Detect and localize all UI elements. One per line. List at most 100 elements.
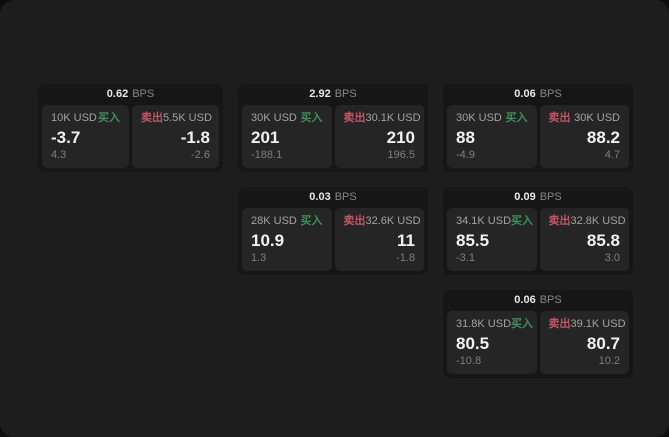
sell-panel[interactable]: 卖出 30K USD 88.2 4.7 [539, 105, 629, 168]
sell-amount: 5.5K USD [163, 112, 212, 124]
quote-card: 0.03 BPS 28K USD 买入 10.9 1.3 卖出 32.6K US… [238, 187, 428, 275]
buy-side-label: 买入 [98, 112, 120, 124]
buy-price: 85.5 [456, 230, 490, 250]
sell-price: 85.8 [586, 230, 620, 250]
sell-side-label: 卖出 [343, 112, 366, 124]
bps-unit: BPS [539, 294, 562, 306]
sell-price: 88.2 [586, 127, 620, 147]
bps-header: 2.92 BPS [242, 84, 424, 105]
buy-side-label: 买入 [300, 215, 323, 227]
sell-price: 210 [386, 127, 415, 147]
bps-unit: BPS [539, 88, 562, 100]
sell-amount: 30K USD [574, 112, 620, 124]
quote-grid: 0.62 BPS 10K USD 买入 -3.7 4.3 卖出 5.5K USD [38, 84, 633, 378]
bps-unit: BPS [334, 88, 357, 100]
sell-side-label: 卖出 [548, 318, 571, 330]
buy-panel-top: 28K USD 买入 [251, 216, 323, 227]
sell-sub-value: -2.6 [191, 149, 210, 161]
buy-panel-top: 34.1K USD 买入 [456, 216, 533, 227]
sell-side-label: 卖出 [141, 112, 163, 124]
quote-card: 0.06 BPS 30K USD 买入 88 -4.9 卖出 30K USD [443, 84, 633, 172]
sell-amount: 32.8K USD [570, 215, 626, 227]
quote-card: 0.09 BPS 34.1K USD 买入 85.5 -3.1 卖出 32.8K… [443, 187, 633, 275]
buy-price: 80.5 [456, 333, 490, 353]
quote-panels: 30K USD 买入 201 -188.1 卖出 30.1K USD 210 1… [242, 105, 424, 168]
buy-panel[interactable]: 30K USD 买入 88 -4.9 [447, 105, 537, 168]
sell-panel-top: 卖出 32.6K USD [343, 215, 421, 227]
buy-price: 10.9 [251, 230, 285, 250]
sell-amount: 39.1K USD [570, 318, 626, 330]
bps-header: 0.09 BPS [447, 187, 629, 208]
quote-panels: 10K USD 买入 -3.7 4.3 卖出 5.5K USD -1.8 -2.… [42, 105, 219, 168]
quote-panels: 28K USD 买入 10.9 1.3 卖出 32.6K USD 11 -1.8 [242, 208, 424, 271]
buy-panel-top: 30K USD 买入 [251, 113, 323, 124]
bps-header: 0.62 BPS [42, 84, 219, 105]
sell-panel[interactable]: 卖出 32.6K USD 11 -1.8 [334, 208, 424, 271]
sell-side-label: 卖出 [343, 215, 366, 227]
sell-price: 80.7 [586, 333, 620, 353]
bps-unit: BPS [334, 191, 357, 203]
sell-side-label: 卖出 [548, 112, 571, 124]
quote-card: 2.92 BPS 30K USD 买入 201 -188.1 卖出 30.1K … [238, 84, 428, 172]
buy-price: 88 [456, 127, 475, 147]
buy-panel[interactable]: 28K USD 买入 10.9 1.3 [242, 208, 332, 271]
buy-side-label: 买入 [511, 318, 534, 330]
buy-sub-value: 4.3 [51, 149, 67, 161]
buy-price: 201 [251, 127, 280, 147]
quote-panels: 30K USD 买入 88 -4.9 卖出 30K USD 88.2 4.7 [447, 105, 629, 168]
buy-panel[interactable]: 34.1K USD 买入 85.5 -3.1 [447, 208, 537, 271]
bps-value: 0.06 [514, 88, 536, 100]
bps-value: 0.09 [514, 191, 536, 203]
sell-panel[interactable]: 卖出 39.1K USD 80.7 10.2 [539, 311, 629, 374]
bps-value: 2.92 [309, 88, 331, 100]
buy-sub-value: -4.9 [456, 149, 475, 161]
buy-panel-top: 30K USD 买入 [456, 113, 528, 124]
buy-amount: 10K USD [51, 112, 97, 124]
sell-panel[interactable]: 卖出 32.8K USD 85.8 3.0 [539, 208, 629, 271]
buy-amount: 28K USD [251, 215, 297, 227]
buy-side-label: 买入 [300, 112, 323, 124]
sell-panel-top: 卖出 39.1K USD [548, 318, 626, 330]
buy-panel[interactable]: 10K USD 买入 -3.7 4.3 [42, 105, 129, 168]
buy-amount: 31.8K USD [456, 318, 512, 330]
sell-sub-value: 196.5 [387, 149, 415, 161]
buy-amount: 30K USD [456, 112, 502, 124]
buy-price: -3.7 [51, 127, 81, 147]
buy-panel-top: 31.8K USD 买入 [456, 318, 533, 330]
sell-side-label: 卖出 [548, 215, 571, 227]
sell-panel[interactable]: 卖出 5.5K USD -1.8 -2.6 [132, 105, 219, 168]
buy-amount: 30K USD [251, 112, 297, 124]
sell-panel[interactable]: 卖出 30.1K USD 210 196.5 [334, 105, 424, 168]
buy-side-label: 买入 [511, 215, 534, 227]
sell-amount: 32.6K USD [365, 215, 421, 227]
sell-panel-top: 卖出 30.1K USD [343, 112, 421, 124]
bps-unit: BPS [132, 88, 155, 100]
bps-header: 0.03 BPS [242, 187, 424, 208]
sell-panel-top: 卖出 32.8K USD [548, 215, 626, 227]
sell-sub-value: 10.2 [598, 355, 620, 367]
sell-sub-value: 4.7 [604, 149, 620, 161]
bps-header: 0.06 BPS [447, 290, 629, 311]
buy-sub-value: -188.1 [251, 149, 283, 161]
buy-panel[interactable]: 30K USD 买入 201 -188.1 [242, 105, 332, 168]
quote-panels: 31.8K USD 买入 80.5 -10.8 卖出 39.1K USD 80.… [447, 311, 629, 374]
sell-sub-value: -1.8 [396, 252, 415, 264]
sell-panel-top: 卖出 30K USD [549, 113, 621, 124]
bps-header: 0.06 BPS [447, 84, 629, 105]
buy-sub-value: 1.3 [251, 252, 267, 264]
buy-side-label: 买入 [505, 112, 528, 124]
buy-panel[interactable]: 31.8K USD 买入 80.5 -10.8 [447, 311, 537, 374]
sell-panel-top: 卖出 5.5K USD [141, 112, 212, 124]
buy-panel-top: 10K USD 买入 [51, 113, 120, 124]
sell-amount: 30.1K USD [365, 112, 421, 124]
sell-price: 11 [397, 230, 415, 250]
quote-panels: 34.1K USD 买入 85.5 -3.1 卖出 32.8K USD 85.8… [447, 208, 629, 271]
bps-unit: BPS [539, 191, 562, 203]
bps-value: 0.03 [309, 191, 331, 203]
bps-value: 0.06 [514, 294, 536, 306]
sell-sub-value: 3.0 [604, 252, 620, 264]
quote-card: 0.62 BPS 10K USD 买入 -3.7 4.3 卖出 5.5K USD [38, 84, 223, 172]
sell-price: -1.8 [180, 127, 210, 147]
bps-value: 0.62 [106, 88, 129, 100]
